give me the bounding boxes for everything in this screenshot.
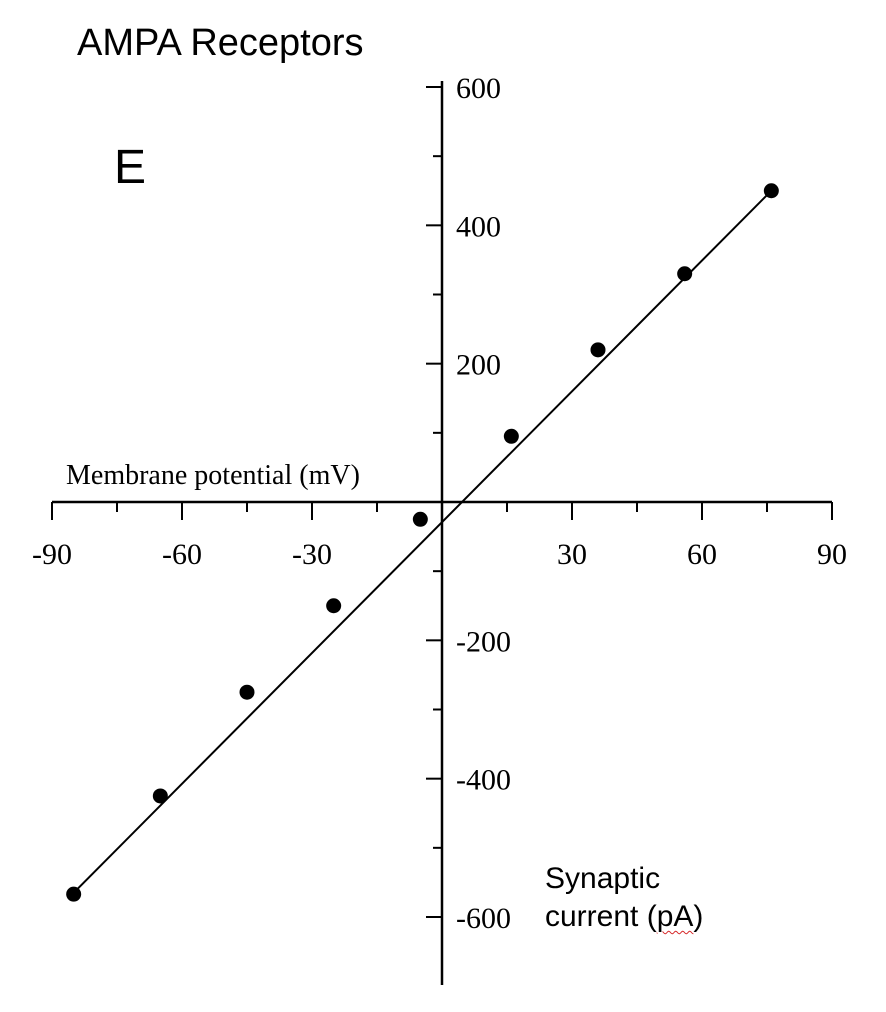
y-axis-title: Synaptic current (pA) xyxy=(545,860,703,936)
data-point xyxy=(677,266,693,282)
axes xyxy=(52,81,832,985)
y-tick-label: -200 xyxy=(456,625,511,658)
y-axis-title-line-2: current (pA) xyxy=(545,900,704,933)
x-tick-label: -60 xyxy=(162,538,202,571)
y-tick-label: -400 xyxy=(456,764,511,797)
ticks xyxy=(51,86,833,918)
fit-line-group xyxy=(72,190,773,894)
y-tick-label: 400 xyxy=(456,210,501,243)
y-tick-label: 600 xyxy=(456,72,501,105)
data-point xyxy=(239,684,255,700)
x-tick-label: 60 xyxy=(687,538,717,571)
data-point xyxy=(503,428,519,444)
data-point xyxy=(590,342,606,358)
spellcheck-marked-word: pA xyxy=(656,900,694,933)
x-tick-label: -30 xyxy=(292,538,332,571)
data-points xyxy=(66,183,779,902)
data-point xyxy=(412,511,428,527)
x-tick-label: -90 xyxy=(32,538,72,571)
data-point xyxy=(152,788,168,804)
x-tick-label: 90 xyxy=(817,538,847,571)
fit-line xyxy=(72,190,773,894)
data-point xyxy=(326,598,342,614)
y-tick-label: -600 xyxy=(456,902,511,935)
x-axis-title: Membrane potential (mV) xyxy=(66,460,360,491)
chart-title: AMPA Receptors xyxy=(77,22,364,64)
data-point xyxy=(763,183,779,199)
y-axis-title-line-1: Synaptic xyxy=(545,862,661,895)
tick-labels: -90 -60 -30 30 60 90 600 400 200 -200 -400 -600 xyxy=(32,72,847,935)
panel-label: E xyxy=(114,141,147,194)
x-tick-label: 30 xyxy=(557,538,587,571)
y-tick-label: 200 xyxy=(456,349,501,382)
data-point xyxy=(66,886,82,902)
